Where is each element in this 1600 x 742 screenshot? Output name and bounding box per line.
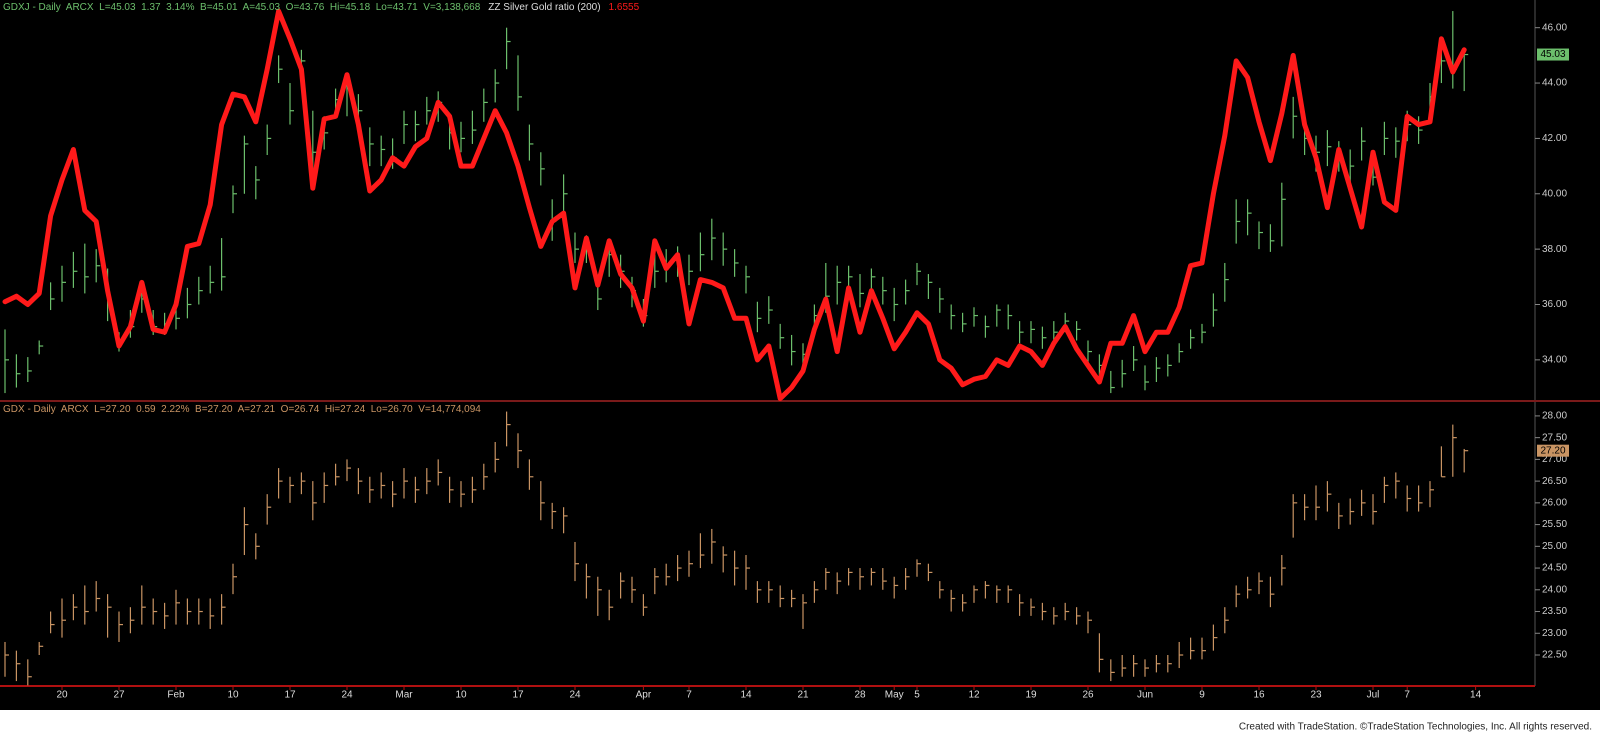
y-tick-label: 38.00 xyxy=(1542,244,1567,255)
y-tick-label: 40.00 xyxy=(1542,188,1567,199)
y-tick-label: 25.00 xyxy=(1542,541,1567,552)
x-tick-label: 19 xyxy=(1025,690,1037,701)
x-tick-label: 5 xyxy=(914,690,920,701)
x-tick-label: 10 xyxy=(227,690,239,701)
x-tick-label: 16 xyxy=(1253,690,1265,701)
x-tick-label: 7 xyxy=(686,690,692,701)
indicator-value: 1.6555 xyxy=(609,2,640,13)
x-tick-label: Mar xyxy=(395,690,413,701)
x-tick-label: 28 xyxy=(854,690,866,701)
x-tick-label: Feb xyxy=(167,690,185,701)
last-price-label: 45.03 xyxy=(1540,49,1565,60)
ratio-line xyxy=(2,8,1467,402)
y-tick-label: 24.50 xyxy=(1542,563,1567,574)
x-tick-label: 9 xyxy=(1199,690,1205,701)
y-tick-label: 22.50 xyxy=(1542,650,1567,661)
last-price-box xyxy=(1537,48,1569,61)
x-tick-label: Apr xyxy=(636,690,652,701)
last-price-box xyxy=(1537,444,1569,457)
y-tick-label: 28.00 xyxy=(1542,411,1567,422)
y-tick-label: 34.00 xyxy=(1542,355,1567,366)
footer-band xyxy=(0,710,1600,742)
y-tick-label: 25.50 xyxy=(1542,519,1567,530)
footer: Created with TradeStation. ©TradeStation… xyxy=(1239,722,1592,733)
x-tick-label: 23 xyxy=(1310,690,1322,701)
last-price-label: 27.20 xyxy=(1540,445,1565,456)
y-tick-label: 23.00 xyxy=(1542,628,1567,639)
y-tick-label: 36.00 xyxy=(1542,299,1567,310)
y-tick-label: 23.50 xyxy=(1542,606,1567,617)
pane-header: GDX - Daily ARCX L=27.20 0.59 2.22% B=27… xyxy=(3,404,481,415)
y-tick-label: 44.00 xyxy=(1542,78,1567,89)
y-tick-label: 46.00 xyxy=(1542,22,1567,33)
x-tick-label: Jul xyxy=(1367,690,1380,701)
pane-title: GDX - Daily ARCX L=27.20 0.59 2.22% B=27… xyxy=(3,404,481,415)
y-tick-label: 24.00 xyxy=(1542,584,1567,595)
pane-header: GDXJ - Daily ARCX L=45.03 1.37 3.14% B=4… xyxy=(3,2,640,13)
y-tick-label: 26.00 xyxy=(1542,497,1567,508)
x-tick-label: May xyxy=(885,690,904,701)
x-tick-label: 14 xyxy=(740,690,752,701)
x-tick-label: 7 xyxy=(1404,690,1410,701)
x-tick-label: 24 xyxy=(341,690,353,701)
x-tick-label: 26 xyxy=(1082,690,1094,701)
y-tick-label: 26.50 xyxy=(1542,476,1567,487)
y-tick-label: 27.50 xyxy=(1542,432,1567,443)
x-tick-label: 10 xyxy=(455,690,467,701)
pane-title: GDXJ - Daily ARCX L=45.03 1.37 3.14% B=4… xyxy=(3,2,481,13)
x-tick-label: Jun xyxy=(1137,690,1153,701)
x-tick-label: 17 xyxy=(512,690,524,701)
x-tick-label: 17 xyxy=(284,690,296,701)
x-tick-label: 27 xyxy=(113,690,125,701)
y-tick-label: 42.00 xyxy=(1542,133,1567,144)
x-tick-label: 12 xyxy=(968,690,980,701)
legend-entry: ZZ Silver Gold ratio (200) xyxy=(488,2,600,13)
x-tick-label: 21 xyxy=(797,690,809,701)
y-tick-label: 27.00 xyxy=(1542,454,1567,465)
x-tick-label: 20 xyxy=(56,690,68,701)
background xyxy=(0,0,1600,710)
x-tick-label: 14 xyxy=(1470,690,1482,701)
x-tick-label: 24 xyxy=(569,690,581,701)
